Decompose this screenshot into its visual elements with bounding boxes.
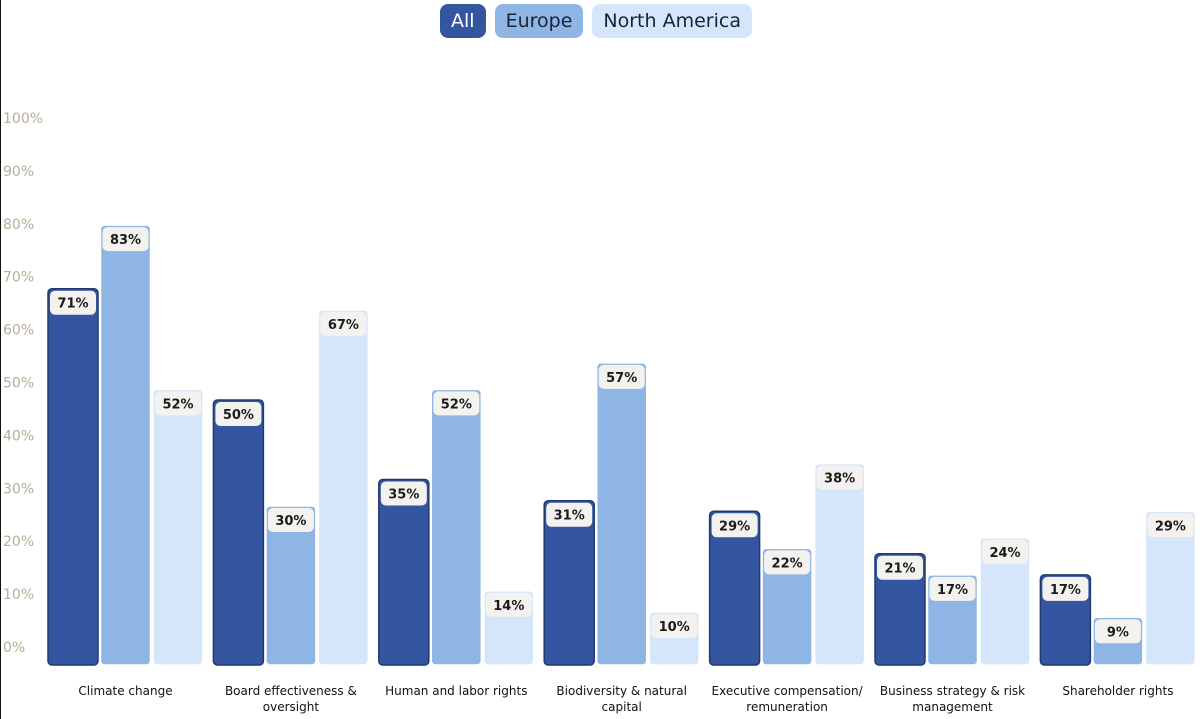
data-label-bg [929,576,976,601]
data-label: 29% [1155,519,1186,534]
y-tick-label: 50% [3,376,34,392]
data-label-bg [877,555,923,580]
data-label-bg [1094,619,1141,644]
bar [708,510,761,666]
y-tick-label: 0% [3,640,25,656]
bar [979,537,1031,666]
left-border [0,0,1,719]
data-label: 67% [328,318,359,333]
bar [543,499,595,666]
category-label: capital [602,700,642,714]
data-label: 17% [937,583,968,598]
data-label-bg [598,364,645,389]
data-label: 52% [441,397,472,412]
data-label-bg [485,592,532,617]
data-label-bg [764,550,811,575]
category-label: Human and labor rights [385,684,527,698]
data-label: 30% [275,514,306,529]
legend-button-north-america[interactable]: North America [592,4,752,38]
data-label: 9% [1107,625,1129,640]
data-label-bg [155,391,201,416]
data-label-bg [1147,513,1194,538]
data-label-bg [433,391,480,416]
data-label: 29% [719,519,750,534]
data-label-bg [380,481,427,506]
y-tick-label: 80% [3,217,34,233]
chart-legend: All Europe North America [0,4,1200,38]
data-label: 22% [772,556,803,571]
category-label: Climate change [78,684,172,698]
data-label: 50% [223,408,254,423]
category-label: management [912,700,993,714]
data-label-bg [982,539,1028,564]
data-label: 14% [493,599,524,614]
data-label: 31% [554,509,585,524]
data-label-bg [102,227,149,252]
data-label: 10% [659,620,690,635]
legend-button-europe[interactable]: Europe [494,4,584,38]
bar [152,388,204,666]
bar [265,505,317,666]
category-label: Business strategy & risk [880,684,1025,698]
data-label: 21% [884,562,915,577]
data-label-bg [1042,576,1089,601]
y-tick-label: 90% [3,164,34,180]
category-label: Biodiversity & natural [556,684,687,698]
data-label: 83% [110,233,141,248]
data-label-bg [546,502,593,527]
category-label: Board effectiveness & [225,684,357,698]
bar [874,552,926,666]
bar [813,462,866,666]
y-tick-label: 70% [3,270,34,286]
y-tick-label: 20% [3,534,34,550]
data-label-bg [215,402,262,426]
y-tick-label: 40% [3,428,34,444]
bar [430,388,483,666]
data-label: 17% [1050,583,1081,598]
data-label-bg [816,465,863,490]
data-label-bg [651,614,698,638]
category-label: remuneration [746,700,828,714]
data-label: 71% [57,297,88,312]
category-label: Shareholder rights [1062,684,1173,698]
data-label: 24% [989,546,1020,561]
bar [1144,510,1197,666]
data-label-bg [50,290,96,315]
bar [378,478,430,666]
y-tick-label: 10% [3,587,34,603]
y-tick-label: 30% [3,481,34,497]
data-label-bg [267,508,314,532]
bar [212,399,265,666]
data-label-bg [320,311,367,336]
data-label: 38% [824,472,855,487]
bar [47,287,99,666]
bar [595,362,648,666]
bar [317,309,370,666]
data-label: 35% [388,488,419,503]
data-label: 52% [162,397,193,412]
legend-button-all[interactable]: All [440,4,486,38]
y-tick-label: 60% [3,323,34,339]
category-label: oversight [263,700,320,714]
bar [99,224,152,666]
category-label: Executive compensation/ [712,684,864,698]
data-label-bg [711,513,758,538]
data-label: 57% [606,371,637,386]
bar [761,547,813,666]
y-tick-label: 100% [3,111,43,127]
